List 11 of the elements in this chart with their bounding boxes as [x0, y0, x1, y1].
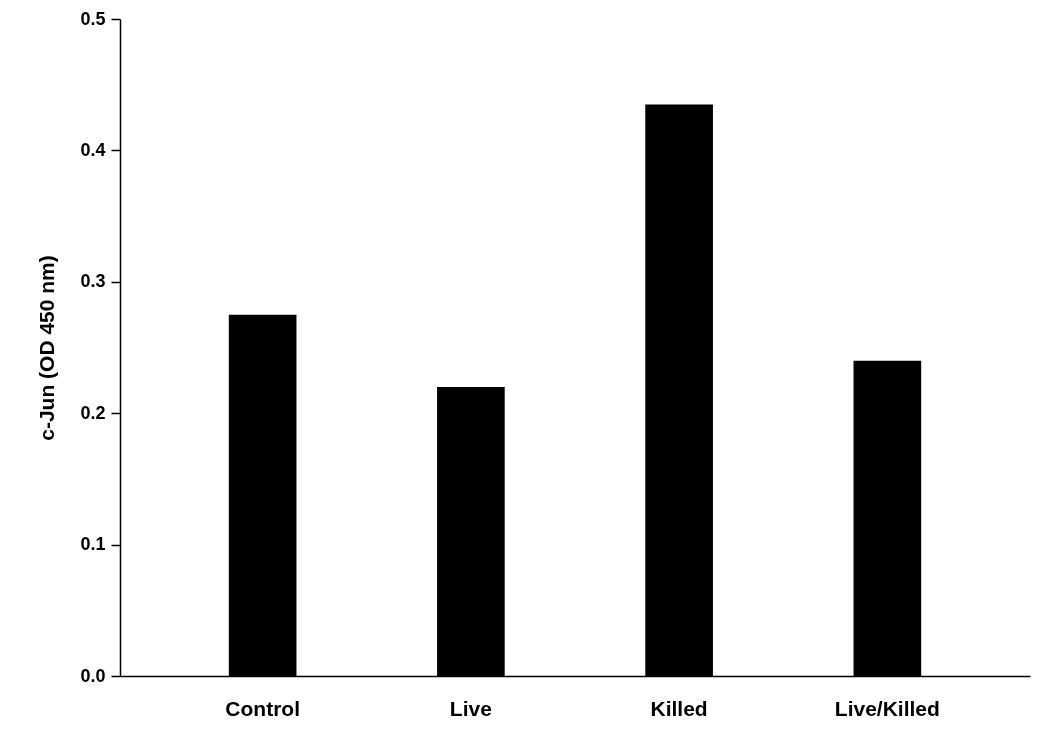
x-tick-label: Control	[225, 696, 300, 720]
y-tick-label: 0.2	[80, 402, 106, 423]
x-tick-label: Live/Killed	[834, 696, 940, 720]
y-tick-label: 0.1	[80, 534, 106, 555]
y-tick-label: 0.4	[80, 139, 106, 160]
x-tick-label: Live	[449, 696, 492, 720]
y-tick-label: 0.0	[80, 665, 106, 686]
x-tick-label: Killed	[650, 696, 708, 720]
y-tick-label: 0.3	[80, 271, 106, 292]
y-tick-label: 0.5	[80, 8, 106, 29]
y-axis-title: c-Jun (OD 450 nm)	[35, 255, 59, 441]
